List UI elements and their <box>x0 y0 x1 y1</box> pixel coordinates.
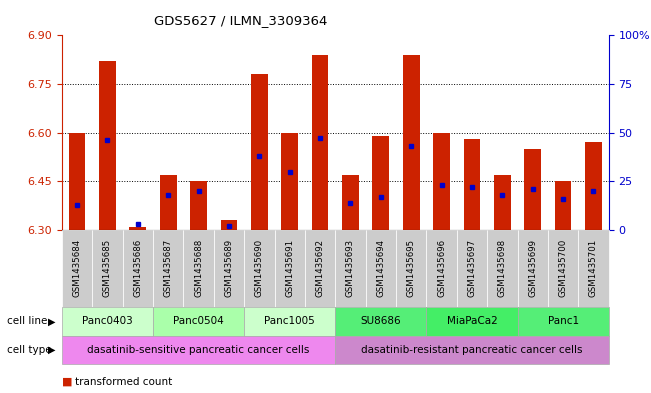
Text: GSM1435696: GSM1435696 <box>437 239 446 297</box>
Text: Panc1: Panc1 <box>547 316 579 326</box>
Text: cell line: cell line <box>7 316 47 326</box>
Text: GSM1435693: GSM1435693 <box>346 239 355 297</box>
Bar <box>585 142 602 230</box>
Text: GSM1435687: GSM1435687 <box>163 239 173 298</box>
Text: dasatinib-resistant pancreatic cancer cells: dasatinib-resistant pancreatic cancer ce… <box>361 345 583 355</box>
Text: GSM1435692: GSM1435692 <box>316 239 325 297</box>
Text: GSM1435695: GSM1435695 <box>407 239 416 297</box>
Text: GSM1435688: GSM1435688 <box>194 239 203 298</box>
Text: Panc0403: Panc0403 <box>82 316 133 326</box>
Text: GSM1435684: GSM1435684 <box>72 239 81 298</box>
Text: GSM1435685: GSM1435685 <box>103 239 112 298</box>
Text: GSM1435699: GSM1435699 <box>528 239 537 297</box>
Text: GSM1435698: GSM1435698 <box>498 239 507 297</box>
Text: GSM1435701: GSM1435701 <box>589 239 598 298</box>
Bar <box>525 149 541 230</box>
Bar <box>190 181 207 230</box>
Text: MiaPaCa2: MiaPaCa2 <box>447 316 497 326</box>
Text: ▶: ▶ <box>48 316 55 326</box>
Bar <box>312 55 329 230</box>
Text: GDS5627 / ILMN_3309364: GDS5627 / ILMN_3309364 <box>154 14 327 27</box>
Text: GSM1435694: GSM1435694 <box>376 239 385 297</box>
Bar <box>434 133 450 230</box>
Bar <box>251 74 268 230</box>
Text: cell type: cell type <box>7 345 51 355</box>
Text: dasatinib-sensitive pancreatic cancer cells: dasatinib-sensitive pancreatic cancer ce… <box>87 345 310 355</box>
Bar <box>342 175 359 230</box>
Text: ▶: ▶ <box>48 345 55 355</box>
Bar <box>403 55 419 230</box>
Text: GSM1435697: GSM1435697 <box>467 239 477 297</box>
Text: Panc1005: Panc1005 <box>264 316 315 326</box>
Text: ■: ■ <box>62 377 72 387</box>
Text: GSM1435689: GSM1435689 <box>225 239 234 297</box>
Text: GSM1435700: GSM1435700 <box>559 239 568 298</box>
Bar <box>555 181 572 230</box>
Text: GSM1435690: GSM1435690 <box>255 239 264 297</box>
Bar <box>130 227 146 230</box>
Text: GSM1435691: GSM1435691 <box>285 239 294 297</box>
Bar <box>99 61 116 230</box>
Bar <box>69 133 85 230</box>
Text: GSM1435686: GSM1435686 <box>133 239 143 298</box>
Bar <box>372 136 389 230</box>
Text: Panc0504: Panc0504 <box>173 316 224 326</box>
Bar <box>464 139 480 230</box>
Text: transformed count: transformed count <box>75 377 172 387</box>
Bar <box>281 133 298 230</box>
Bar <box>494 175 510 230</box>
Bar <box>221 220 237 230</box>
Text: SU8686: SU8686 <box>361 316 401 326</box>
Bar <box>159 175 176 230</box>
